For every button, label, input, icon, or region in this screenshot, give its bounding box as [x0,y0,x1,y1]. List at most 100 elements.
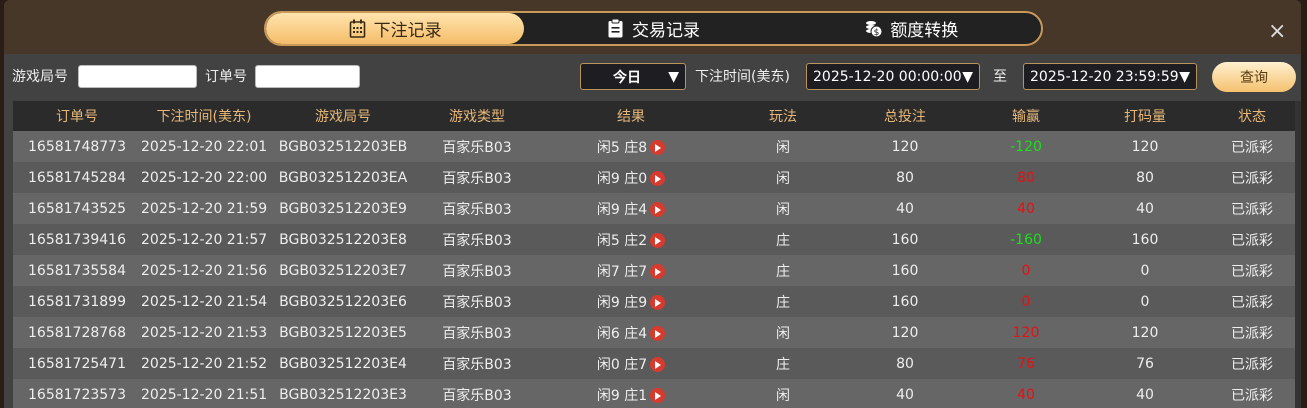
start-time-value: 2025-12-20 00:00:00 [813,68,962,85]
tab-label: 交易记录 [631,21,700,41]
round-input[interactable] [78,65,197,88]
play-replay-icon[interactable] [650,326,666,341]
cell-game-type: 百家乐B03 [442,170,512,187]
cell-total-bet: 160 [891,262,919,279]
table-header: 订单号 下注时间(美东) 游戏局号 游戏类型 结果 玩法 总投注 输赢 打码量 状态 [13,101,1295,131]
header-game-type: 游戏类型 [449,109,505,125]
play-replay-icon[interactable] [650,233,666,248]
round-label: 游戏局号 [12,69,68,85]
cell-bet-type: 庄 [776,294,790,311]
cell-bet-type: 庄 [776,263,790,280]
play-replay-icon[interactable] [650,264,666,279]
cell-bet-type: 闲 [776,325,790,342]
result-text: 闲5 庄2 [596,232,648,249]
cell-win-loss: 0 [1021,262,1031,279]
result-text: 闲9 庄0 [596,170,648,187]
range-value: 今日 [613,69,641,86]
play-replay-icon[interactable] [650,295,666,310]
cell-total-bet: 160 [891,293,919,310]
cell-total-bet: 120 [891,138,919,155]
header-order-id: 订单号 [56,109,98,125]
cell-order-id: 16581745284 [28,169,126,186]
order-label: 订单号 [205,69,247,85]
cell-result: 闲9 庄9 [535,292,727,312]
order-input[interactable] [255,65,360,88]
header-result: 结果 [617,109,645,125]
cell-turnover: 40 [1136,386,1154,403]
table-row[interactable]: 16581728768 2025-12-20 21:53 BGB032512203E… [13,317,1295,348]
start-time-select[interactable]: 2025-12-20 00:00:00 ▼ [806,63,980,90]
cell-order-id: 16581748773 [28,138,126,155]
cell-round-id: BGB032512203E7 [279,262,407,279]
end-time-value: 2025-12-20 23:59:59 [1030,68,1179,85]
coins-icon: $ [866,21,883,38]
cell-total-bet: 40 [896,200,914,217]
cell-bet-time: 2025-12-20 22:00 [141,169,268,186]
cell-game-type: 百家乐B03 [442,139,512,156]
header-status: 状态 [1238,109,1266,125]
cell-status: 已派彩 [1231,139,1273,156]
cell-status: 已派彩 [1231,387,1273,404]
close-button[interactable]: × [1268,19,1287,44]
cell-win-loss: 0 [1021,293,1031,310]
cell-win-loss: 76 [1017,355,1035,372]
query-button[interactable]: 查询 [1212,62,1296,92]
cell-bet-time: 2025-12-20 21:51 [141,386,268,403]
range-select[interactable]: 今日 ▼ [580,63,686,90]
cell-win-loss: -160 [1010,231,1042,248]
cell-round-id: BGB032512203E9 [279,200,407,217]
table-row[interactable]: 16581731899 2025-12-20 21:54 BGB032512203E… [13,286,1295,317]
cell-win-loss: 40 [1017,200,1035,217]
cell-game-type: 百家乐B03 [442,356,512,373]
dropdown-arrow-icon: ▼ [1179,68,1190,85]
time-label: 下注时间(美东) [695,69,790,85]
cell-total-bet: 40 [896,386,914,403]
cell-order-id: 16581725471 [28,355,126,372]
table-row[interactable]: 16581723573 2025-12-20 21:51 BGB032512203E… [13,379,1295,408]
table-row[interactable]: 16581735584 2025-12-20 21:56 BGB032512203E… [13,255,1295,286]
cell-status: 已派彩 [1231,294,1273,311]
scrollbar[interactable] [1295,101,1301,408]
cell-game-type: 百家乐B03 [442,325,512,342]
table-row[interactable]: 16581739416 2025-12-20 21:57 BGB032512203E… [13,224,1295,255]
cell-turnover: 40 [1136,200,1154,217]
cell-round-id: BGB032512203EB [278,138,408,155]
table-row[interactable]: 16581748773 2025-12-20 22:01 BGB032512203E… [13,131,1295,162]
tab-bet-records[interactable]: 下注记录 [266,13,525,44]
play-replay-icon[interactable] [650,388,666,403]
cell-status: 已派彩 [1231,263,1273,280]
table-row[interactable]: 16581743525 2025-12-20 21:59 BGB032512203E… [13,193,1295,224]
play-replay-icon[interactable] [650,202,666,217]
tab-label: 额度转换 [890,21,959,41]
play-replay-icon[interactable] [650,140,666,155]
cell-round-id: BGB032512203E6 [279,293,407,310]
cell-round-id: BGB032512203EA [278,169,408,186]
table-row[interactable]: 16581745284 2025-12-20 22:00 BGB032512203E… [13,162,1295,193]
cell-turnover: 120 [1131,138,1159,155]
header-bet-time: 下注时间(美东) [156,109,252,125]
cell-status: 已派彩 [1231,170,1273,187]
tab-transaction-records[interactable]: 交易记录 [524,13,782,44]
play-replay-icon[interactable] [650,171,666,186]
cell-game-type: 百家乐B03 [442,232,512,249]
cell-bet-type: 庄 [776,232,790,249]
header-total-bet: 总投注 [884,109,926,125]
cell-turnover: 80 [1136,169,1154,186]
bet-records-table: 订单号 下注时间(美东) 游戏局号 游戏类型 结果 玩法 总投注 输赢 打码量 状态 1658174… [13,101,1295,408]
play-replay-icon[interactable] [650,357,666,372]
cell-bet-time: 2025-12-20 21:59 [141,200,268,217]
cell-game-type: 百家乐B03 [442,263,512,280]
cell-bet-type: 闲 [776,201,790,218]
result-text: 闲9 庄4 [596,201,648,218]
cell-order-id: 16581731899 [28,293,126,310]
cell-bet-time: 2025-12-20 21:52 [141,355,268,372]
filter-bar: 游戏局号 订单号 今日 ▼ 下注时间(美东) 2025-12-20 00:00:0… [4,60,1301,92]
cell-turnover: 120 [1131,324,1159,341]
result-text: 闲7 庄7 [596,263,648,280]
tab-credit-transfer[interactable]: $ 额度转换 [783,13,1041,44]
table-row[interactable]: 16581725471 2025-12-20 21:52 BGB032512203E… [13,348,1295,379]
cell-turnover: 160 [1131,231,1159,248]
clipboard-icon [608,19,623,38]
cell-total-bet: 160 [891,231,919,248]
end-time-select[interactable]: 2025-12-20 23:59:59 ▼ [1023,63,1197,90]
